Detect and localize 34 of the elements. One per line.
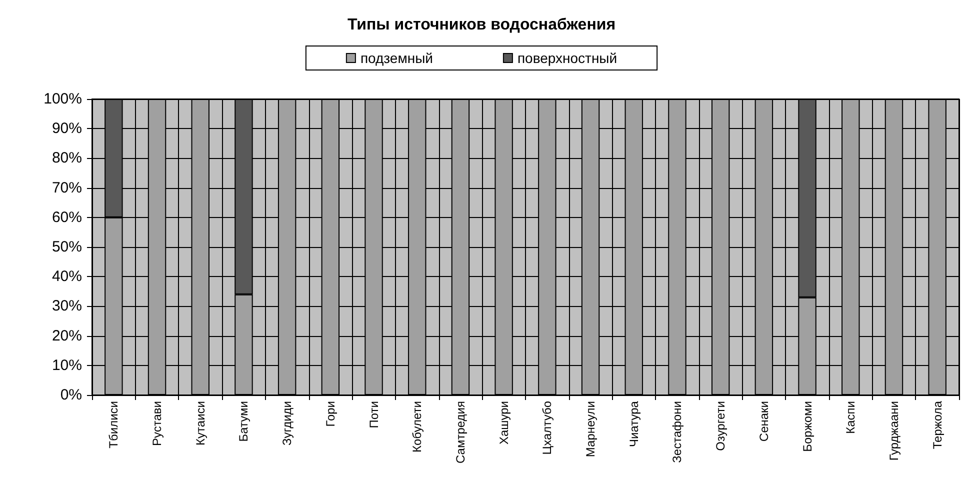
x-tick-label: Батуми bbox=[236, 401, 251, 442]
y-tick-label: 70% bbox=[52, 179, 82, 196]
y-tick-label: 30% bbox=[52, 298, 82, 315]
y-tick-label: 40% bbox=[52, 268, 82, 286]
x-tick-label: Гори bbox=[323, 401, 338, 427]
y-tick-label: 90% bbox=[52, 120, 82, 138]
x-tick-label: Зестафони bbox=[670, 401, 684, 463]
x-tick-label: Гурджаани bbox=[886, 401, 901, 461]
legend-label: поверхностный bbox=[517, 50, 618, 66]
x-tick-label: Тержола bbox=[930, 400, 944, 450]
x-tick-label: Цхалтубо bbox=[540, 400, 554, 455]
x-tick-label: Кобулети bbox=[410, 401, 424, 452]
x-tick-label: Рустави bbox=[150, 401, 164, 446]
x-tick-label: Чиатура bbox=[626, 400, 641, 447]
x-tick-label: Зугдиди bbox=[280, 401, 294, 446]
x-tick-label: Каспи bbox=[844, 401, 858, 434]
y-tick-label: 10% bbox=[52, 356, 82, 374]
x-tick-label: Тбилиси bbox=[106, 401, 121, 448]
x-tick-label: Хашури bbox=[496, 401, 511, 445]
y-tick-label: 0% bbox=[60, 386, 82, 404]
x-tick-label: Боржоми bbox=[800, 401, 814, 452]
chart-title: Типы источников водоснабжения bbox=[347, 16, 616, 34]
y-tick-label: 20% bbox=[52, 327, 82, 344]
x-tick-label: Поти bbox=[366, 401, 381, 428]
y-tick-label: 60% bbox=[52, 208, 82, 226]
legend-label: подземный bbox=[360, 50, 433, 66]
x-tick-label: Сенаки bbox=[756, 401, 771, 442]
x-tick-label: Марнеули bbox=[584, 401, 598, 458]
y-tick-label: 100% bbox=[44, 90, 82, 108]
x-tick-label: Кутаиси bbox=[193, 401, 208, 446]
y-tick-label: 80% bbox=[52, 150, 82, 167]
x-tick-label: Самтредия bbox=[453, 401, 468, 464]
x-tick-label: Озургети bbox=[714, 401, 728, 451]
y-tick-label: 50% bbox=[52, 238, 82, 256]
